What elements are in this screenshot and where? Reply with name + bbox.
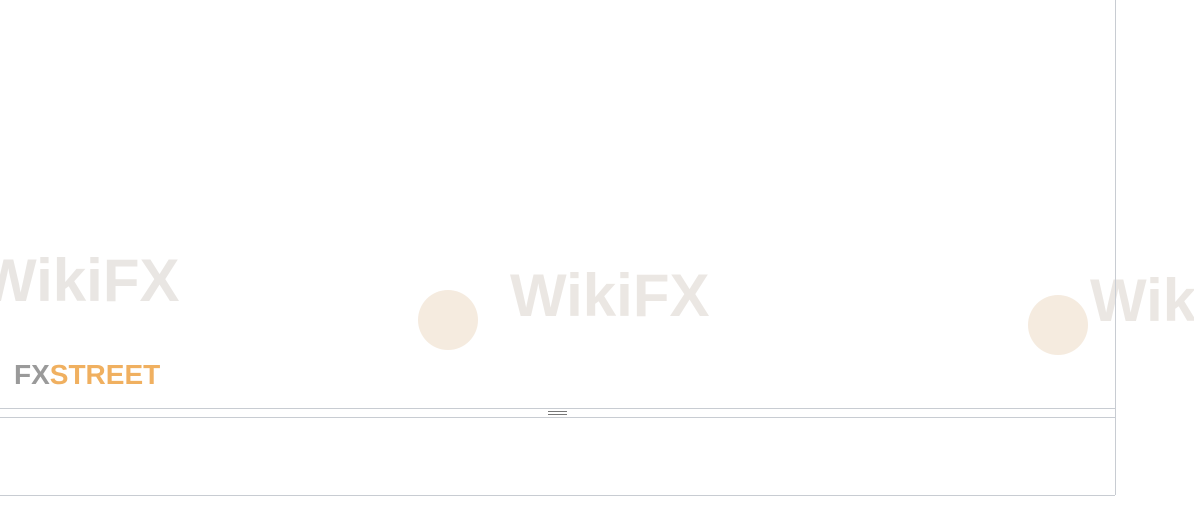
watermark-logo	[1028, 295, 1088, 355]
watermark: WikiFX	[510, 262, 709, 329]
brand-logo: FXSTREET	[14, 359, 160, 390]
watermark: WikiFX	[0, 247, 179, 314]
brand-street: STREET	[50, 359, 160, 390]
watermark-logo	[418, 290, 478, 350]
watermark-layer: WikiFX WikiFX WikiFX FXSTREET	[0, 247, 1194, 391]
brand-fx: FX	[14, 359, 50, 390]
watermark: WikiFX	[1090, 267, 1194, 334]
